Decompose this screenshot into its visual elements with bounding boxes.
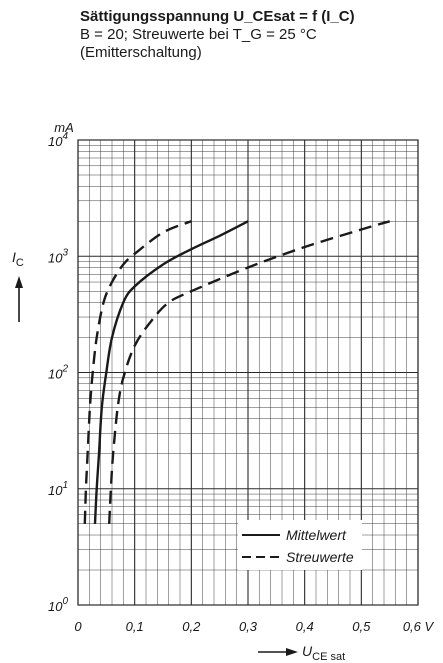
y-axis-arrow-head <box>15 276 23 288</box>
x-tick-label: 0,5 <box>352 619 371 634</box>
x-axis-title: UCE sat <box>302 643 345 663</box>
legend-label-mittelwert: Mittelwert <box>286 527 347 543</box>
y-axis-title: IC <box>12 249 24 269</box>
y-tick-label: 100 <box>48 596 68 614</box>
x-axis-arrow-head <box>286 648 298 656</box>
x-tick-label: 0,2 <box>182 619 201 634</box>
y-unit-label: mA <box>54 120 74 135</box>
legend: Mittelwert Streuwerte <box>238 520 362 570</box>
y-tick-label: 101 <box>48 480 68 498</box>
legend-label-streuwerte: Streuwerte <box>286 549 354 565</box>
x-tick-label: 0,4 <box>296 619 314 634</box>
y-tick-label: 103 <box>48 247 68 265</box>
x-tick-label: 0,1 <box>126 619 144 634</box>
y-tick-label: 102 <box>48 364 68 382</box>
x-tick-label: 0 <box>74 619 82 634</box>
x-tick-label: 0,6 V <box>403 619 435 634</box>
x-tick-label: 0,3 <box>239 619 258 634</box>
